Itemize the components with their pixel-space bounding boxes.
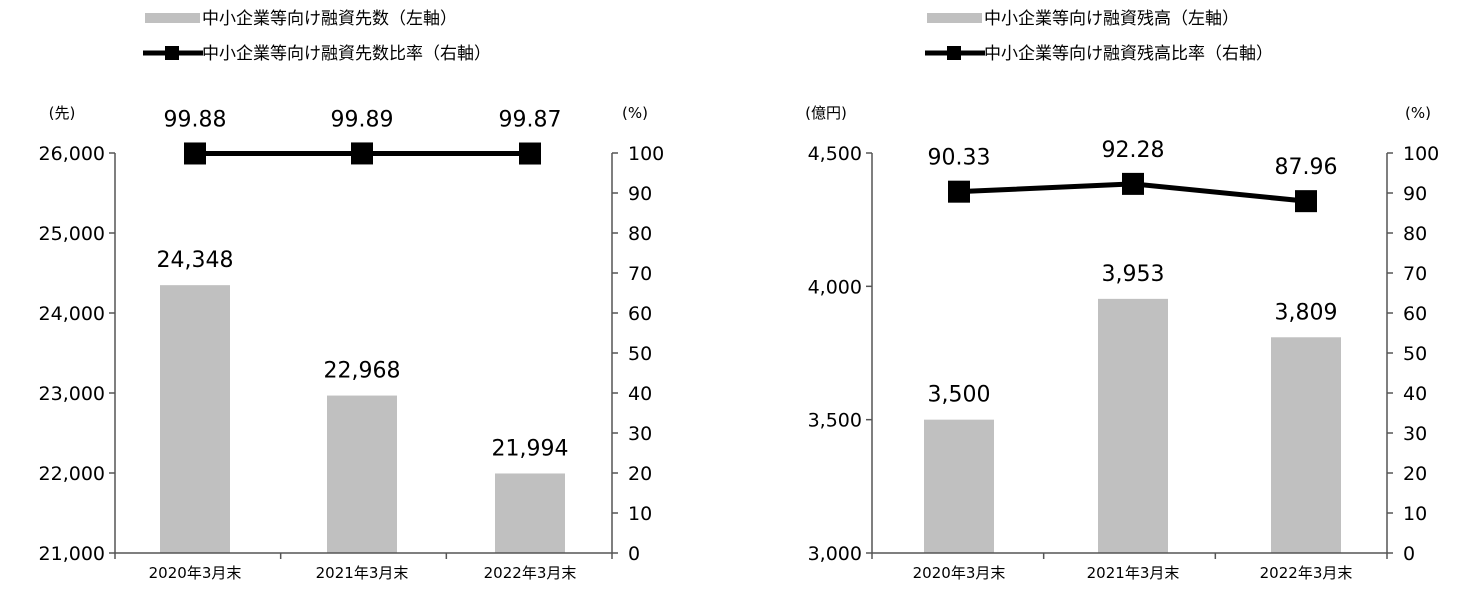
line-data-label: 90.33: [928, 146, 991, 171]
category-label: 2022年3月末: [1260, 564, 1353, 582]
bar-data-label: 3,809: [1275, 300, 1338, 325]
bar-1: [924, 419, 994, 553]
left-axis-unit: (億円): [805, 104, 847, 122]
bar-data-label: 22,968: [324, 359, 401, 384]
left-tick-label: 22,000: [39, 463, 105, 485]
category-label: 2022年3月末: [484, 564, 577, 582]
line-point-2: [351, 142, 373, 165]
line-point-3: [519, 142, 541, 165]
line-point-3: [1295, 190, 1317, 213]
category-label: 2021年3月末: [1087, 564, 1180, 582]
left-tick-label: 3,000: [808, 543, 862, 565]
line-data-label: 87.96: [1275, 155, 1338, 180]
line-data-label: 99.87: [499, 108, 562, 133]
legend-entry-line: 中小企業等向け融資残高比率（右軸）: [925, 44, 1273, 64]
bar-data-label: 21,994: [492, 436, 569, 461]
right-tick-label: 10: [1403, 503, 1427, 525]
line-data-label: 92.28: [1102, 138, 1165, 163]
legend-entry-bar: 中小企業等向け融資先数（左軸）: [145, 9, 457, 29]
category-label: 2020年3月末: [149, 564, 242, 582]
category-label: 2021年3月末: [316, 564, 409, 582]
left-tick-label: 4,500: [808, 143, 862, 165]
right-tick-label: 60: [1403, 303, 1427, 325]
right-tick-label: 0: [628, 543, 640, 565]
bar-1: [160, 285, 230, 553]
right-tick-label: 80: [1403, 223, 1427, 245]
right-tick-label: 90: [1403, 183, 1427, 205]
legend-entry-bar: 中小企業等向け融資残高（左軸）: [927, 9, 1239, 29]
bar-data-label: 24,348: [157, 248, 234, 273]
left-tick-label: 25,000: [39, 223, 105, 245]
left-tick-label: 21,000: [39, 543, 105, 565]
left-axis-unit: (先): [49, 104, 76, 122]
legend-label: 中小企業等向け融資先数比率（右軸）: [202, 44, 491, 64]
right-axis-unit: (%): [1405, 104, 1431, 122]
right-tick-label: 100: [628, 143, 664, 165]
right-axis-unit: (%): [622, 104, 648, 122]
right-tick-label: 80: [628, 223, 652, 245]
line-point-1: [948, 180, 970, 203]
left-tick-label: 23,000: [39, 383, 105, 405]
right-tick-label: 10: [628, 503, 652, 525]
chart-1: 中小企業等向け融資先数（左軸） 中小企業等向け融資先数比率（右軸） (先) (%) 24…: [39, 9, 665, 582]
right-tick-label: 0: [1403, 543, 1415, 565]
right-tick-label: 90: [628, 183, 652, 205]
line-data-label: 99.88: [164, 107, 227, 132]
right-tick-label: 40: [1403, 383, 1427, 405]
bar-data-label: 3,953: [1102, 262, 1165, 287]
right-tick-label: 20: [1403, 463, 1427, 485]
bar-2: [327, 395, 397, 553]
left-tick-label: 4,000: [808, 276, 862, 298]
legend-bar-swatch: [145, 13, 200, 23]
legend-label: 中小企業等向け融資残高比率（右軸）: [984, 44, 1273, 64]
left-tick-label: 3,500: [808, 410, 862, 432]
legend-marker: [165, 46, 179, 60]
right-tick-label: 30: [628, 423, 652, 445]
bar-3: [495, 473, 565, 553]
left-tick-label: 26,000: [39, 143, 105, 165]
bar-data-label: 3,500: [928, 383, 991, 408]
line-data-label: 99.89: [331, 107, 394, 132]
right-tick-label: 20: [628, 463, 652, 485]
bar-2: [1098, 298, 1168, 553]
line-point-2: [1122, 172, 1144, 195]
legend-bar-swatch: [927, 13, 982, 23]
right-tick-label: 70: [1403, 263, 1427, 285]
legend-marker: [947, 46, 961, 60]
legend-entry-line: 中小企業等向け融資先数比率（右軸）: [143, 44, 491, 64]
category-label: 2020年3月末: [913, 564, 1006, 582]
legend-label: 中小企業等向け融資残高（左軸）: [984, 9, 1239, 29]
right-tick-label: 60: [628, 303, 652, 325]
right-tick-label: 100: [1403, 143, 1439, 165]
chart-2: 中小企業等向け融資残高（左軸） 中小企業等向け融資残高比率（右軸） (億円) (%) 3…: [805, 9, 1439, 582]
legend-label: 中小企業等向け融資先数（左軸）: [202, 9, 457, 29]
bar-3: [1271, 337, 1341, 553]
right-tick-label: 50: [1403, 343, 1427, 365]
line-point-1: [184, 142, 206, 165]
right-tick-label: 70: [628, 263, 652, 285]
right-tick-label: 40: [628, 383, 652, 405]
right-tick-label: 30: [1403, 423, 1427, 445]
right-tick-label: 50: [628, 343, 652, 365]
left-tick-label: 24,000: [39, 303, 105, 325]
